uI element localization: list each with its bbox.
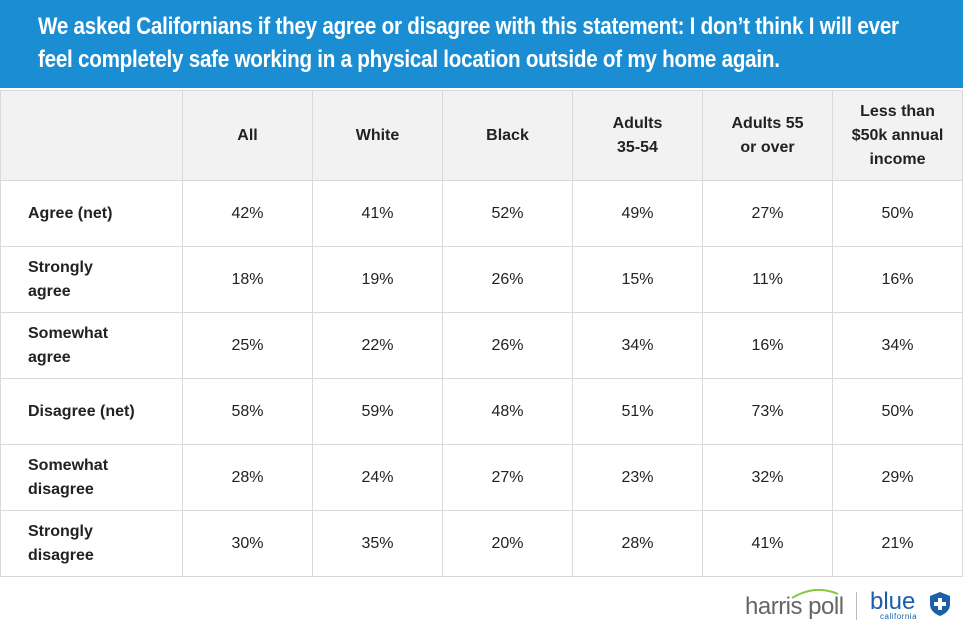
table-cell: 16% — [832, 246, 963, 313]
table-cell: 26% — [442, 312, 573, 379]
row-label: Somewhat disagree — [0, 444, 183, 511]
table-cell: 49% — [572, 180, 703, 247]
table-cell: 73% — [702, 378, 833, 445]
table-cell: 50% — [832, 378, 963, 445]
table-cell: 28% — [572, 510, 703, 577]
row-label: Disagree (net) — [0, 378, 183, 445]
column-header-label: White — [355, 126, 400, 144]
table-cell: 59% — [312, 378, 443, 445]
table-cell: 50% — [832, 180, 963, 247]
row-label-text: Strongly agree — [28, 258, 93, 300]
table-row: Strongly disagree 30% 35% 20% 28% 41% 21… — [0, 510, 963, 577]
table-cell: 22% — [312, 312, 443, 379]
row-label-text: Somewhat agree — [28, 324, 109, 366]
column-header: Adults 55 or over — [702, 90, 833, 181]
table-cell: 11% — [702, 246, 833, 313]
row-label: Strongly disagree — [0, 510, 183, 577]
blue-shield-logo: blue — [870, 588, 916, 615]
column-header: Black — [442, 90, 573, 181]
table-row: Somewhat disagree 28% 24% 27% 23% 32% 29… — [0, 444, 963, 511]
table-cell: 42% — [182, 180, 313, 247]
table-row: Agree (net) 42% 41% 52% 49% 27% 50% — [0, 180, 963, 247]
column-header: White — [312, 90, 443, 181]
harris-poll-logo: harris poll — [745, 593, 844, 620]
table-row: Strongly agree 18% 19% 26% 15% 11% 16% — [0, 246, 963, 313]
corner-cell — [0, 90, 183, 181]
row-label-text: Somewhat disagree — [28, 456, 109, 498]
table-row: Disagree (net) 58% 59% 48% 51% 73% 50% — [0, 378, 963, 445]
table-cell: 34% — [572, 312, 703, 379]
title-banner: We asked Californians if they agree or d… — [0, 0, 963, 88]
header-row: All White Black Adults 35-54 Adults 55 o… — [0, 90, 963, 181]
table-cell: 19% — [312, 246, 443, 313]
harris-poll-arc-icon — [791, 588, 839, 599]
table-cell: 58% — [182, 378, 313, 445]
table-cell: 23% — [572, 444, 703, 511]
table-cell: 25% — [182, 312, 313, 379]
column-header: Less than $50k annual income — [832, 90, 963, 181]
table-cell: 20% — [442, 510, 573, 577]
table-cell: 18% — [182, 246, 313, 313]
title-line-2: feel completely safe working in a physic… — [38, 46, 780, 73]
logo-divider — [856, 592, 857, 620]
table-cell: 32% — [702, 444, 833, 511]
table-cell: 51% — [572, 378, 703, 445]
title-line-1: We asked Californians if they agree or d… — [38, 13, 899, 40]
table-cell: 29% — [832, 444, 963, 511]
row-label: Somewhat agree — [0, 312, 183, 379]
table-row: Somewhat agree 25% 22% 26% 34% 16% 34% — [0, 312, 963, 379]
column-header: All — [182, 90, 313, 181]
column-header-label: Adults 35-54 — [612, 114, 663, 156]
row-label: Agree (net) — [0, 180, 183, 247]
column-header-label: Less than $50k annual income — [851, 102, 944, 168]
table-cell: 28% — [182, 444, 313, 511]
table-cell: 27% — [702, 180, 833, 247]
column-header-label: Adults 55 or over — [731, 114, 804, 156]
row-label-text: Strongly disagree — [28, 522, 94, 564]
table-cell: 30% — [182, 510, 313, 577]
blue-shield-logo-subtitle: california — [880, 612, 918, 621]
table-cell: 52% — [442, 180, 573, 247]
table-cell: 16% — [702, 312, 833, 379]
table-cell: 15% — [572, 246, 703, 313]
table-cell: 41% — [702, 510, 833, 577]
row-label: Strongly agree — [0, 246, 183, 313]
column-header: Adults 35-54 — [572, 90, 703, 181]
table-cell: 24% — [312, 444, 443, 511]
column-header-label: All — [237, 126, 258, 144]
table-cell: 26% — [442, 246, 573, 313]
chart-title: We asked Californians if they agree or d… — [38, 10, 899, 76]
column-header-label: Black — [486, 126, 529, 144]
shield-icon — [930, 592, 950, 616]
table-cell: 34% — [832, 312, 963, 379]
table-cell: 21% — [832, 510, 963, 577]
row-label-text: Disagree (net) — [28, 402, 135, 420]
table-cell: 41% — [312, 180, 443, 247]
results-table: All White Black Adults 35-54 Adults 55 o… — [0, 90, 963, 577]
row-label-text: Agree (net) — [28, 204, 113, 222]
table-cell: 35% — [312, 510, 443, 577]
table-cell: 48% — [442, 378, 573, 445]
table-cell: 27% — [442, 444, 573, 511]
